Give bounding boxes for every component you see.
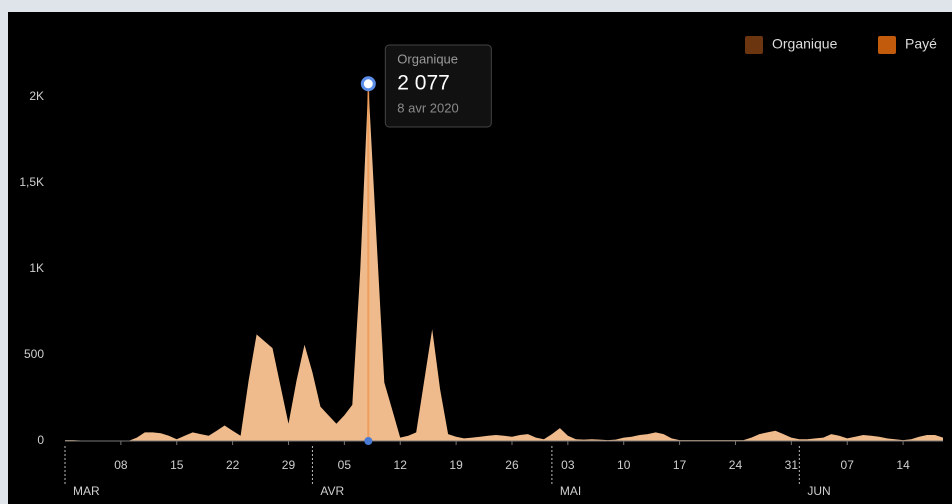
month-label: JUN (807, 484, 830, 498)
month-label: MAR (73, 484, 100, 498)
month-label: AVR (320, 484, 344, 498)
x-tick-label: 07 (841, 458, 855, 472)
tooltip-value: 2 077 (397, 72, 450, 95)
y-tick-label: 0 (37, 433, 44, 447)
x-tick-label: 15 (170, 458, 184, 472)
tooltip-box (384, 44, 492, 128)
x-tick-label: 12 (394, 458, 408, 472)
legend-item: Payé (878, 36, 937, 54)
legend-label: Organique (772, 36, 838, 52)
x-tick-label: 10 (617, 458, 631, 472)
x-tick-label: 14 (896, 458, 910, 472)
legend-item: Organique (745, 36, 838, 54)
x-tick-label: 03 (561, 458, 575, 472)
x-tick-label: 08 (114, 458, 128, 472)
legend-swatch (878, 36, 896, 54)
tooltip-series: Organique (397, 51, 458, 66)
hover-point (360, 76, 376, 92)
x-tick-label: 05 (338, 458, 352, 472)
x-tick-label: 29 (282, 458, 296, 472)
month-label: MAI (560, 484, 581, 498)
x-tick-label: 19 (449, 458, 463, 472)
x-tick-label: 31 (785, 458, 799, 472)
y-tick-label: 1,5K (19, 175, 44, 189)
hover-base (364, 437, 373, 445)
y-tick-label: 2K (29, 89, 44, 103)
x-tick-label: 24 (729, 458, 743, 472)
tooltip-date: 8 avr 2020 (397, 100, 458, 115)
legend-swatch (745, 36, 763, 54)
legend-label: Payé (905, 36, 937, 52)
x-tick-label: 17 (673, 458, 687, 472)
y-tick-label: 500 (24, 347, 44, 361)
x-tick-label: 26 (505, 458, 519, 472)
y-tick-label: 1K (29, 261, 44, 275)
x-tick-label: 22 (226, 458, 240, 472)
